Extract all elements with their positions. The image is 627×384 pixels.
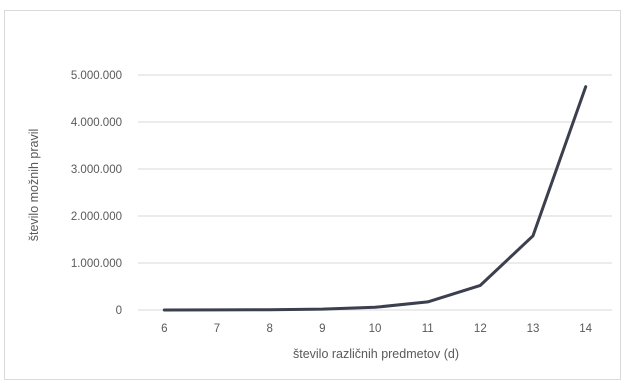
gridlines — [138, 74, 612, 311]
y-axis-ticks: 0 1.000.000 2.000.000 3.000.000 4.000.000 5.0… — [71, 70, 122, 317]
y-tick-label: 3.000.000 — [71, 164, 122, 176]
x-tick-label: 14 — [579, 323, 592, 335]
chart-frame — [4, 10, 621, 380]
x-axis-ticks: 6 7 8 9 10 11 12 13 14 — [161, 323, 593, 335]
x-tick-label: 7 — [214, 323, 220, 335]
x-tick-label: 9 — [319, 323, 325, 335]
x-tick-label: 11 — [422, 323, 434, 335]
x-tick-label: 10 — [369, 323, 382, 335]
x-tick-label: 8 — [266, 323, 272, 335]
y-tick-label: 1.000.000 — [71, 258, 122, 270]
x-tick-label: 13 — [527, 323, 540, 335]
y-axis-title: število možnih pravil — [27, 129, 41, 242]
y-tick-label: 4.000.000 — [71, 117, 122, 129]
x-axis-title: število različnih predmetov (d) — [293, 347, 459, 361]
y-tick-label: 2.000.000 — [71, 211, 122, 223]
y-tick-label: 5.000.000 — [71, 70, 122, 82]
x-tick-label: 12 — [474, 323, 487, 335]
series-layer — [162, 85, 588, 312]
series-line — [162, 85, 588, 312]
y-tick-label: 0 — [116, 305, 122, 317]
x-tick-label: 6 — [161, 323, 167, 335]
